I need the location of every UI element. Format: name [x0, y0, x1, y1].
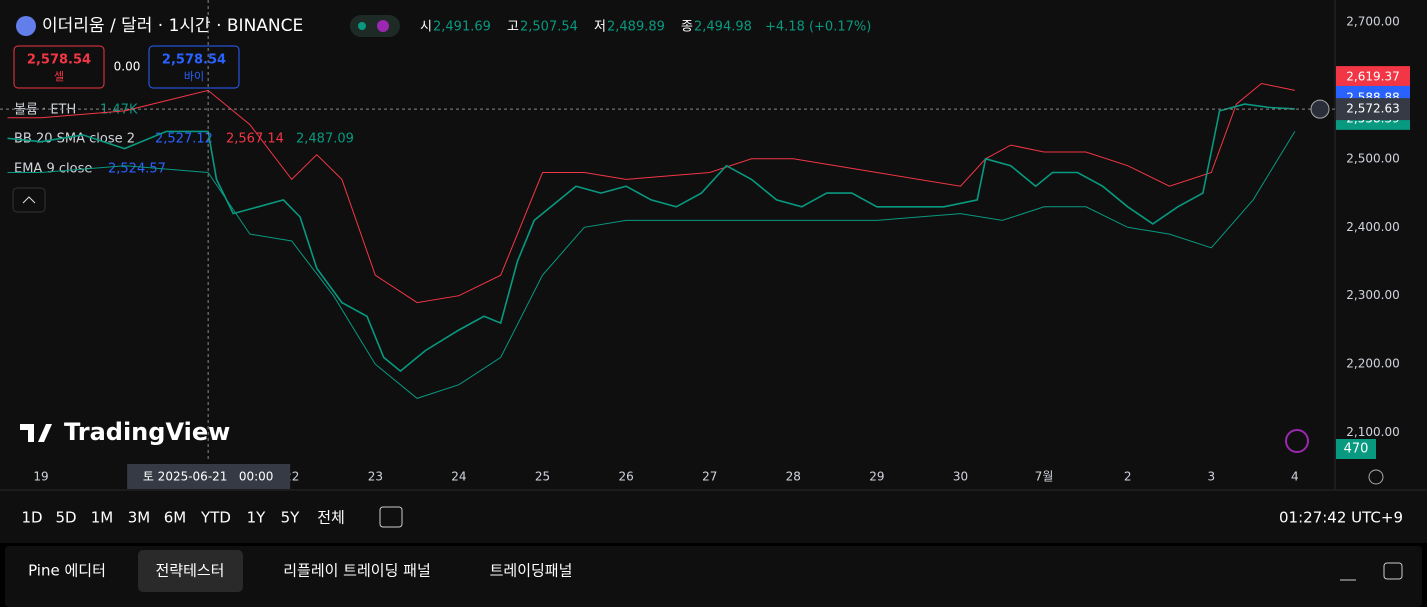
bb-upper: 2,567.14: [226, 132, 284, 147]
collapse-button[interactable]: [12, 187, 46, 213]
y-tick-label: 2,300.00: [1346, 288, 1399, 302]
ohlc-value: 2,491.69: [433, 20, 491, 35]
volume-label: 볼륨 · ETH: [14, 103, 76, 118]
x-tick-label: 30: [953, 470, 968, 484]
bb-lower: 2,487.09: [296, 132, 354, 147]
change: +4.18 (+0.17%): [765, 20, 871, 35]
sell-button[interactable]: [13, 45, 105, 89]
date-range-icon[interactable]: [379, 506, 403, 528]
ohlc-label: 종: [681, 20, 693, 35]
ohlc-value: 2,489.89: [607, 20, 665, 35]
bb-label: BB 20 SMA close 2: [14, 132, 135, 147]
status-pill: [350, 15, 400, 37]
x-tick-label: 7월: [1035, 470, 1054, 484]
buy-label: 바이: [184, 70, 204, 83]
add-button[interactable]: [1310, 99, 1330, 119]
alert-icon[interactable]: [1285, 429, 1309, 453]
panel-tab[interactable]: 리플레이 트레이딩 패널: [283, 562, 431, 580]
x-tick-label: 25: [535, 470, 550, 484]
y-tick-label: 2,100.00: [1346, 425, 1399, 439]
x-tick-label: 29: [869, 470, 884, 484]
range-button[interactable]: 전체: [317, 509, 345, 527]
y-tick-label: 2,700.00: [1346, 14, 1399, 28]
range-button[interactable]: YTD: [200, 509, 231, 527]
price-tag: [1336, 66, 1410, 89]
x-tick-label: 28: [786, 470, 801, 484]
watermark: TradingView: [64, 418, 230, 446]
ohlc-value: 2,494.98: [694, 20, 752, 35]
y-tick-label: 2,400.00: [1346, 220, 1399, 234]
clock: 01:27:42 UTC+9: [1279, 509, 1403, 527]
x-tick-label: 19: [33, 470, 48, 484]
volume-tag: [1336, 439, 1376, 459]
x-tick-label: 24: [451, 470, 466, 484]
volume-last: 470: [1344, 442, 1369, 457]
ohlc-label: 고: [507, 20, 519, 35]
spread: 0.00: [114, 60, 141, 74]
range-button[interactable]: 5Y: [281, 509, 301, 527]
sell-price: 2,578.54: [27, 53, 91, 68]
bb-band: [7, 131, 1296, 399]
price-tag: [1336, 98, 1410, 121]
chart-bg: [0, 0, 1427, 543]
eth-icon: [16, 16, 36, 36]
volume-value: 1.47K: [100, 103, 138, 118]
buy-button[interactable]: [148, 45, 240, 89]
x-tick-label: 23: [368, 470, 383, 484]
price-tag-label: 2,619.37: [1346, 70, 1399, 84]
range-button[interactable]: 1M: [91, 509, 114, 527]
crosshair-label: 토 2025-06-21 00:00: [143, 470, 274, 484]
status-dot: [358, 22, 366, 30]
bb-basis: 2,527.12: [155, 132, 213, 147]
x-tick-label: 4: [1291, 470, 1299, 484]
settings-icon[interactable]: [1368, 469, 1384, 485]
x-tick-label: 27: [702, 470, 717, 484]
x-tick-label: 2: [1124, 470, 1132, 484]
range-button[interactable]: 1Y: [247, 509, 267, 527]
symbol: 이더리움 / 달러 · 1시간 · BINANCE: [42, 16, 303, 36]
panel-tab[interactable]: Pine 에디터: [28, 562, 106, 580]
range-button[interactable]: 1D: [21, 509, 42, 527]
range-button[interactable]: 5D: [55, 509, 76, 527]
ohlc-value: 2,507.54: [520, 20, 578, 35]
panel-tab[interactable]: 전략테스터: [155, 562, 224, 580]
range-button[interactable]: 6M: [164, 509, 187, 527]
y-tick-label: 2,200.00: [1346, 357, 1399, 371]
bottom-panel: [5, 546, 1422, 607]
crosshair-tag: [127, 464, 291, 489]
active-tab-bg: [138, 550, 243, 592]
sell-label: 셀: [54, 70, 64, 83]
ema-value: 2,524.57: [108, 162, 166, 177]
tv-logo: [20, 424, 52, 442]
buy-price: 2,578.54: [162, 53, 226, 68]
ohlc-label: 시: [420, 20, 432, 35]
ohlc-label: 저: [594, 20, 606, 35]
share-icon: [377, 20, 389, 32]
y-tick-label: 2,500.00: [1346, 151, 1399, 165]
panel-tab[interactable]: 트레이딩패널: [490, 562, 573, 580]
price-line: [7, 103, 1295, 373]
maximize-icon[interactable]: [1383, 562, 1403, 580]
range-button[interactable]: 3M: [128, 509, 151, 527]
collapse-icon: [22, 196, 36, 204]
price-tag-label: 2,572.63: [1346, 102, 1399, 116]
bb-band: [7, 82, 1296, 304]
x-tick-label: 26: [618, 470, 633, 484]
x-tick-label: 3: [1207, 470, 1215, 484]
